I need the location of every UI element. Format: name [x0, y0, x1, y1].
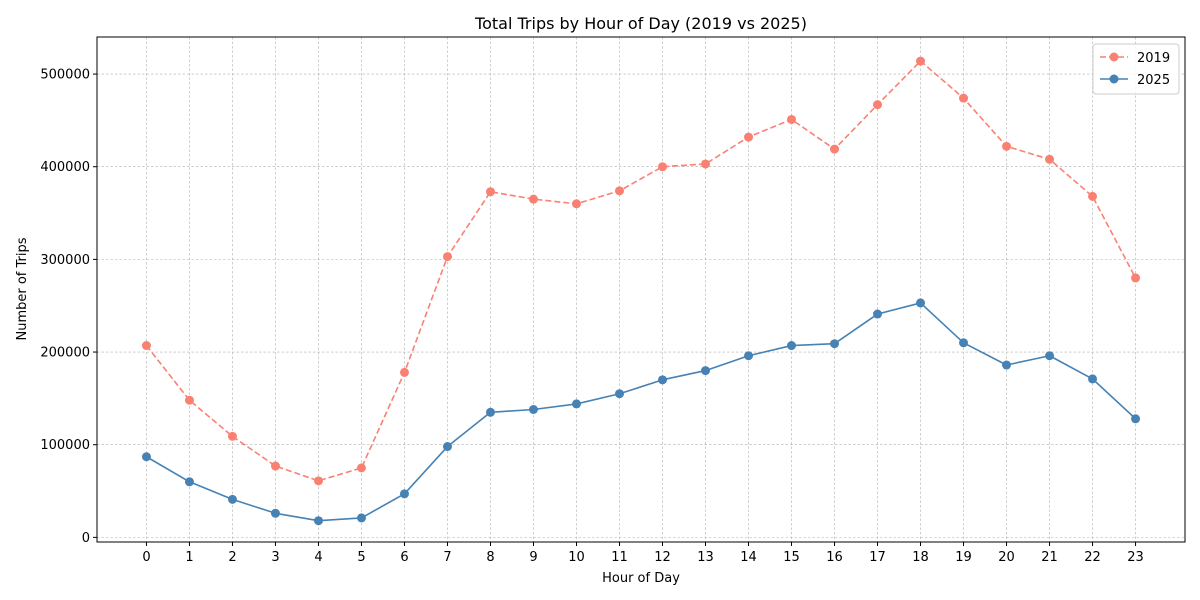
y-tick-label: 400000 [40, 160, 90, 175]
x-tick-label: 7 [443, 550, 451, 565]
series-line-2025 [146, 302, 1137, 522]
chart-title: Total Trips by Hour of Day (2019 vs 2025… [474, 14, 807, 33]
data-point-2019 [744, 132, 754, 142]
x-tick-label: 1 [185, 550, 193, 565]
legend-2019-marker [1109, 52, 1119, 62]
data-point-2019 [141, 341, 151, 351]
axis-ticks: 0 1 2 3 4 5 6 7 8 9 10 11 12 13 14 15 16 17 18 19 20 21 22 2301… [40, 68, 1143, 565]
data-point-2025 [614, 389, 624, 399]
data-point-2019 [916, 56, 926, 66]
data-point-2025 [830, 339, 840, 349]
data-point-2019 [701, 159, 711, 169]
x-tick-label: 22 [1084, 550, 1101, 565]
x-tick-label: 4 [314, 550, 322, 565]
x-tick-label: 10 [568, 550, 585, 565]
data-point-2019 [356, 463, 366, 473]
x-tick-label: 13 [697, 550, 714, 565]
data-point-2019 [614, 186, 624, 196]
legend-2025-label: 2025 [1137, 73, 1170, 88]
data-point-2025 [701, 366, 711, 376]
data-point-2019 [959, 93, 969, 103]
x-tick-label: 21 [1041, 550, 1058, 565]
data-point-2019 [313, 476, 323, 486]
x-tick-label: 14 [740, 550, 757, 565]
data-point-2019 [399, 367, 409, 377]
y-tick-label: 500000 [40, 68, 90, 83]
x-tick-label: 8 [486, 550, 494, 565]
legend-2025-marker [1109, 74, 1119, 84]
legend-2019-label: 2019 [1137, 51, 1170, 66]
data-point-2025 [227, 494, 237, 504]
x-tick-label: 6 [400, 550, 408, 565]
data-point-2025 [485, 407, 495, 417]
y-tick-label: 0 [82, 531, 90, 546]
data-point-2025 [356, 513, 366, 523]
data-point-2019 [830, 144, 840, 154]
x-tick-label: 15 [783, 550, 800, 565]
x-tick-label: 16 [826, 550, 843, 565]
series-line-2019 [145, 60, 1137, 482]
data-point-2025 [658, 375, 668, 385]
data-point-2019 [787, 114, 797, 124]
x-tick-label: 12 [654, 550, 671, 565]
y-axis-label: Number of Trips [15, 237, 30, 340]
data-point-2025 [916, 298, 926, 308]
x-tick-label: 17 [869, 550, 886, 565]
data-point-2019 [485, 187, 495, 197]
x-tick-label: 23 [1127, 550, 1144, 565]
data-point-2025 [959, 338, 969, 348]
x-tick-label: 20 [998, 550, 1015, 565]
plot-frame [96, 36, 1186, 543]
x-tick-label: 3 [271, 550, 279, 565]
series-layer [141, 56, 1141, 526]
y-tick-label: 100000 [40, 438, 90, 453]
data-point-2019 [227, 431, 237, 441]
grid [97, 37, 1185, 542]
data-point-2019 [1131, 273, 1141, 283]
data-point-2019 [873, 100, 883, 110]
x-tick-label: 11 [611, 550, 628, 565]
data-point-2019 [270, 461, 280, 471]
data-point-2019 [571, 199, 581, 209]
data-point-2019 [184, 395, 194, 405]
x-tick-label: 5 [357, 550, 365, 565]
x-tick-label: 0 [142, 550, 150, 565]
y-tick-label: 200000 [40, 346, 90, 361]
data-point-2025 [313, 516, 323, 526]
x-tick-label: 18 [912, 550, 929, 565]
data-point-2025 [787, 341, 797, 351]
data-point-2025 [442, 442, 452, 452]
x-tick-label: 2 [228, 550, 236, 565]
data-point-2025 [873, 309, 883, 319]
data-point-2025 [184, 477, 194, 487]
data-point-2019 [1002, 141, 1012, 151]
data-point-2025 [270, 508, 280, 518]
data-point-2025 [744, 351, 754, 361]
x-tick-label: 19 [955, 550, 972, 565]
data-point-2019 [1045, 154, 1055, 164]
data-point-2025 [1045, 351, 1055, 361]
data-point-2025 [1131, 414, 1141, 424]
data-point-2025 [1088, 374, 1098, 384]
data-point-2019 [442, 252, 452, 262]
data-point-2025 [571, 399, 581, 409]
legend: 2019 2025 [1092, 43, 1180, 95]
data-point-2025 [1002, 360, 1012, 370]
data-point-2025 [141, 452, 151, 462]
data-point-2025 [528, 404, 538, 414]
data-point-2019 [658, 162, 668, 172]
x-tick-label: 9 [529, 550, 537, 565]
data-point-2019 [528, 194, 538, 204]
data-point-2025 [399, 489, 409, 499]
x-axis-label: Hour of Day [602, 571, 680, 586]
y-tick-label: 300000 [40, 253, 90, 268]
data-point-2019 [1088, 191, 1098, 201]
